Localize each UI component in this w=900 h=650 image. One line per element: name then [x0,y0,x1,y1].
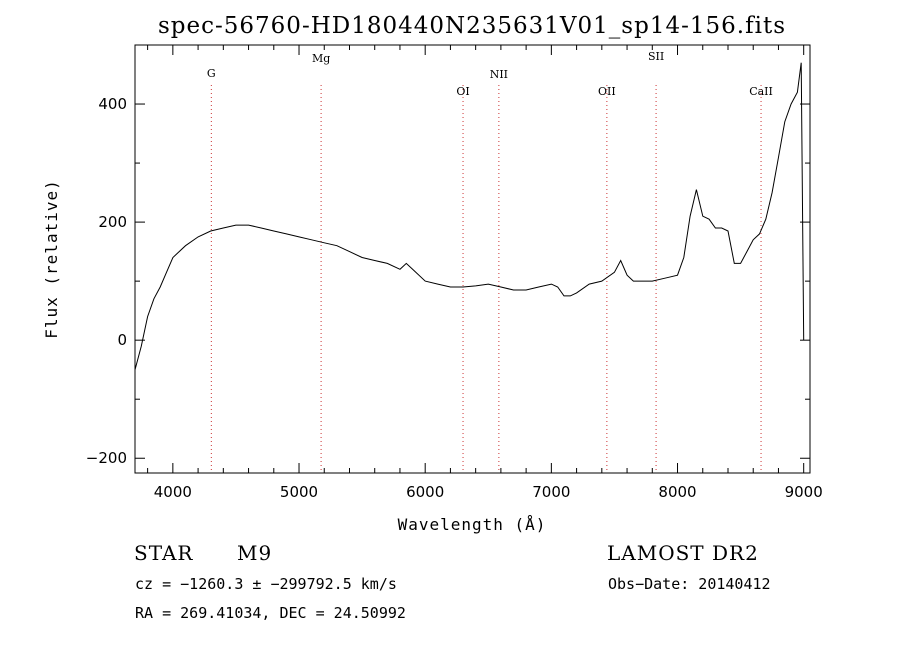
observation-date: Obs−Date: 20140412 [608,575,771,593]
spectral-line-label: OI [456,85,469,98]
survey-name: LAMOST DR2 [607,541,759,565]
spectral-line-label: NII [490,68,508,81]
object-class: STAR [134,541,194,565]
x-tick-label: 8000 [658,483,696,501]
spectral-line-markers: G Mg OI NII OII SII CaII [207,50,773,473]
x-tick-label: 6000 [406,483,444,501]
x-tick-label: 7000 [532,483,570,501]
spectral-line-label: CaII [749,85,773,98]
spectral-line-label: OII [598,85,616,98]
spectrum-line [134,62,805,370]
x-tick-label: 9000 [785,483,823,501]
y-tick-label: 0 [117,331,127,349]
spectral-line-label: Mg [312,52,330,65]
chart-title: spec-56760-HD180440N235631V01_sp14-156.f… [158,13,786,39]
axis-ticks: 4000 5000 6000 7000 8000 9000 −200 0 200 400 [86,44,823,501]
redshift-info: cz = −1260.3 ± −299792.5 km/s [135,575,397,593]
spectral-line-label: SII [648,50,664,63]
y-tick-label: 200 [98,213,127,231]
y-tick-label: −200 [86,449,127,467]
plot-frame [134,44,811,474]
y-axis-label: Flux (relative) [42,179,61,339]
x-tick-label: 4000 [154,483,192,501]
object-subclass: M9 [237,541,273,565]
x-axis-label: Wavelength (Å) [398,515,547,534]
coordinates-info: RA = 269.41034, DEC = 24.50992 [135,604,406,622]
spectral-line-label: G [207,67,216,80]
y-tick-label: 400 [98,95,127,113]
x-tick-label: 5000 [280,483,318,501]
